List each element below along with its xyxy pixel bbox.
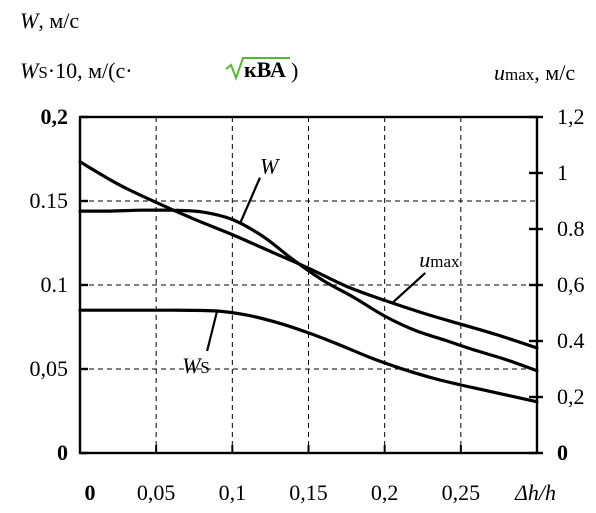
leader-u-max — [391, 272, 427, 304]
left-axis-title-line2-sub: S — [38, 63, 47, 82]
left-axis-title-line2: WS·10, м/(с· кВА ) — [20, 57, 298, 83]
y-left-tick-label: 0,05 — [30, 356, 69, 381]
right-axis-title: umax, м/с — [494, 60, 575, 85]
tick-labels: 0 0,05 0.1 0.15 0,2 0 0,2 0.4 0,6 0.8 1 1,2 0 0,05 0,1… — [30, 104, 585, 505]
x-tick-label: 0,1 — [219, 480, 247, 505]
left-axis-title-line2-mid: ·10, м/(с· — [48, 58, 133, 83]
sqrt-radicand: кВА — [244, 57, 286, 82]
y-left-tick-label: 0,2 — [41, 104, 69, 129]
x-tick-label: 0,05 — [137, 480, 176, 505]
x-tick-label: 0,2 — [371, 480, 399, 505]
grid — [80, 117, 537, 453]
x-tick-label: 0,15 — [289, 480, 328, 505]
y-right-tick-label: 0,2 — [557, 384, 585, 409]
series-line-w-s — [78, 308, 539, 404]
y-left-tick-label: 0 — [57, 440, 68, 465]
y-right-tick-label: 0,6 — [557, 272, 585, 297]
right-axis-title-var: u — [494, 60, 505, 85]
left-axis-title-line2-end: ) — [291, 58, 298, 83]
sqrt-sign — [225, 57, 290, 81]
right-axis-title-sub: max — [505, 65, 535, 84]
svg-text:WS·10, м/(с·: WS·10, м/(с· — [20, 58, 133, 83]
y-right-tick-label: 0.8 — [557, 216, 585, 241]
y-right-tick-label: 0.4 — [557, 328, 585, 353]
leader-w-s — [206, 310, 219, 352]
left-axis-title-line2-var: W — [20, 58, 40, 83]
annotation-w-s: WS — [182, 353, 210, 378]
annotation-w: W — [260, 154, 280, 179]
y-right-tick-label: 1 — [557, 160, 568, 185]
leader-w — [238, 177, 261, 225]
y-right-tick-label: 0 — [557, 440, 568, 465]
x-axis-title: Δh/h — [514, 480, 556, 505]
right-axis-title-unit: , м/с — [534, 60, 575, 85]
x-tick-label: 0,25 — [442, 480, 481, 505]
left-axis-title-line1-var: W — [20, 8, 40, 33]
plot-frame — [78, 115, 539, 455]
annotation-u-max: umax — [419, 247, 460, 272]
series-lines — [78, 160, 539, 404]
series-line-u-max — [78, 160, 539, 350]
left-axis-title-line1-unit: , м/с — [38, 8, 79, 33]
series-line-w — [78, 208, 539, 373]
y-left-tick-label: 0.1 — [41, 272, 69, 297]
left-axis-title-line1: W, м/с — [20, 8, 79, 33]
y-right-tick-label: 1,2 — [557, 104, 585, 129]
x-tick-label: 0 — [85, 480, 96, 505]
y-left-tick-label: 0.15 — [30, 188, 69, 213]
